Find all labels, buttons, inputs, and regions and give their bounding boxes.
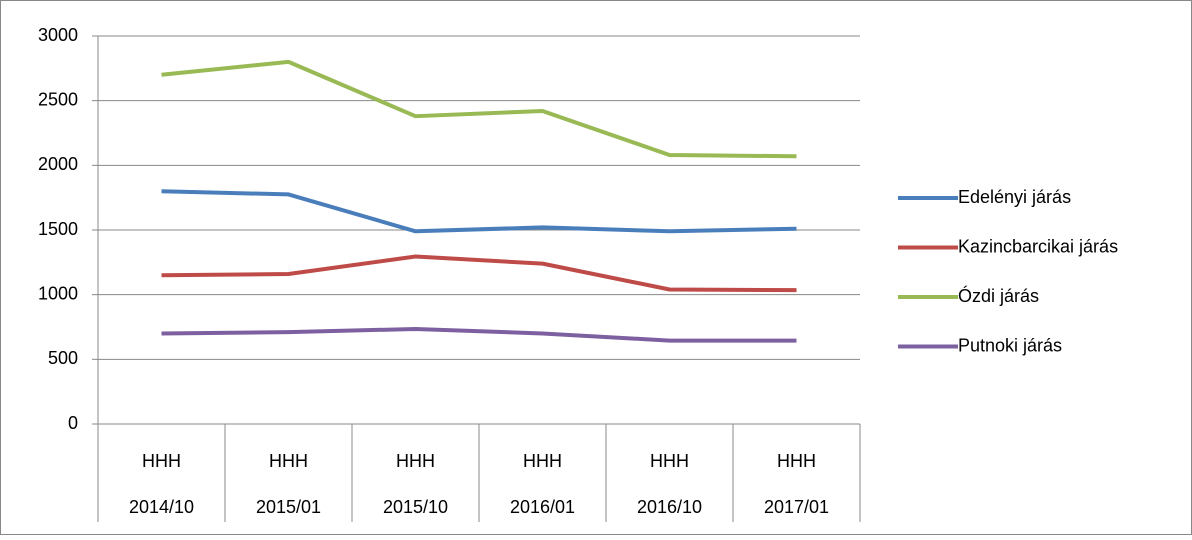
x-tick-label: HHH — [142, 451, 181, 471]
x-tick-label: 2017/01 — [764, 497, 829, 517]
x-tick-label: HHH — [650, 451, 689, 471]
legend-label: Kazincbarcikai járás — [958, 236, 1118, 256]
y-tick-label: 1000 — [38, 283, 78, 303]
x-tick-label: 2015/01 — [256, 497, 321, 517]
y-tick-label: 500 — [48, 348, 78, 368]
x-tick-label: HHH — [396, 451, 435, 471]
y-tick-label: 1500 — [38, 219, 78, 239]
x-tick-label: 2014/10 — [129, 497, 194, 517]
legend-label: Putnoki járás — [958, 335, 1062, 355]
x-tick-label: 2016/01 — [510, 497, 575, 517]
y-tick-label: 0 — [68, 413, 78, 433]
series-line — [161, 326, 797, 343]
x-tick-label: 2016/10 — [637, 497, 702, 517]
x-tick-label: 2015/10 — [383, 497, 448, 517]
x-tick-label: HHH — [269, 451, 308, 471]
y-tick-label: 3000 — [38, 25, 78, 45]
y-tick-label: 2000 — [38, 154, 78, 174]
x-tick-label: HHH — [777, 451, 816, 471]
x-tick-label: HHH — [523, 451, 562, 471]
series-line — [161, 59, 797, 159]
legend-label: Edelényi járás — [958, 187, 1071, 207]
legend-label: Ózdi járás — [958, 285, 1039, 306]
series-line — [161, 254, 797, 293]
y-tick-label: 2500 — [38, 89, 78, 109]
series-line — [161, 189, 797, 234]
